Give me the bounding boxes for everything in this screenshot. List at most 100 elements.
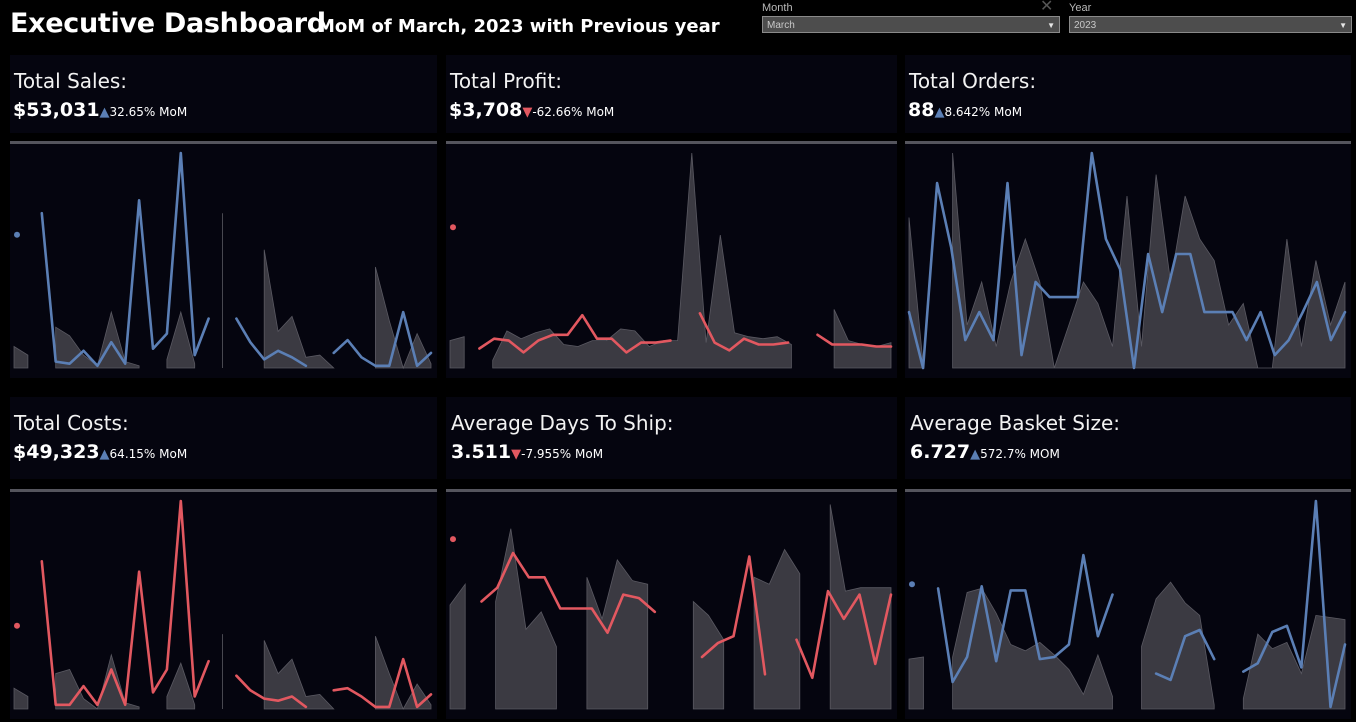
month-select[interactable]: March ▼: [762, 16, 1060, 33]
kpi-value: $49,323▲64.15% MoM: [13, 441, 187, 463]
current-year-line: [235, 317, 308, 368]
previous-year-area: [1141, 581, 1215, 710]
current-year-line: [40, 499, 210, 707]
kpi-label: Total Costs:: [14, 411, 129, 435]
kpi-total-orders: Total Orders: 88▲8.642% MoM: [905, 55, 1351, 133]
previous-year-area: [908, 656, 924, 710]
previous-year-area: [13, 687, 29, 710]
previous-year-area: [375, 636, 432, 710]
kpi-delta: 64.15% MoM: [109, 447, 188, 461]
kpi-total-costs: Total Costs: $49,323▲64.15% MoM: [10, 397, 437, 479]
current-year-line: [936, 553, 1114, 684]
current-year-line: [332, 657, 433, 709]
chart-average-basket-size: [905, 489, 1351, 719]
current-year-line: [40, 151, 210, 368]
chart-divider: [10, 141, 437, 144]
previous-year-area: [449, 336, 465, 369]
previous-year-area: [263, 640, 335, 710]
kpi-delta: -7.955% MoM: [521, 447, 604, 461]
chart-divider: [905, 489, 1351, 492]
kpi-delta: 8.642% MoM: [944, 105, 1023, 119]
year-filter[interactable]: Year 2023 ▼: [1069, 0, 1352, 33]
previous-year-area: [449, 582, 466, 710]
kpi-value: $3,708▼-62.66% MoM: [449, 99, 614, 121]
previous-year-area: [753, 548, 801, 710]
previous-year-area: [495, 528, 557, 710]
year-select-value: 2023: [1074, 20, 1097, 31]
year-select[interactable]: 2023 ▼: [1069, 16, 1352, 33]
kpi-number: 6.727: [910, 441, 971, 463]
previous-year-area: [375, 266, 432, 370]
kpi-number: $53,031: [13, 99, 100, 121]
kpi-number: 3.511: [451, 441, 512, 463]
current-year-line: [907, 151, 1347, 370]
kpi-delta: -62.66% MoM: [532, 105, 615, 119]
chevron-down-icon[interactable]: ▼: [1047, 21, 1055, 30]
previous-year-area: [833, 309, 892, 369]
year-filter-label: Year: [1069, 2, 1092, 14]
chevron-down-icon[interactable]: ▼: [1339, 21, 1347, 30]
kpi-label: Total Orders:: [909, 69, 1037, 93]
current-year-line: [698, 312, 790, 352]
chart-average-days-to-ship: [446, 489, 897, 719]
previous-year-area: [586, 558, 649, 710]
current-year-line: [480, 551, 657, 634]
current-year-line: [235, 674, 308, 709]
previous-year-area: [829, 504, 892, 710]
triangle-down-icon: ▼: [522, 105, 533, 120]
orders-sparkline-svg: [907, 151, 1347, 370]
month-select-value: March: [767, 20, 795, 31]
kpi-value: $53,031▲32.65% MoM: [13, 99, 187, 121]
current-year-line: [700, 555, 767, 676]
kpi-label: Total Profit:: [450, 69, 562, 93]
kpi-label: Average Days To Ship:: [451, 411, 674, 435]
current-year-line: [332, 310, 433, 368]
kpi-delta: 572.7% MOM: [980, 447, 1060, 461]
current-year-line: [478, 313, 672, 354]
current-year-line: [1241, 499, 1347, 709]
kpi-total-profit: Total Profit: $3,708▼-62.66% MoM: [446, 55, 897, 133]
days-to-ship-sparkline-svg: [449, 504, 893, 710]
chart-divider: [905, 141, 1351, 144]
previous-year-area: [13, 345, 29, 369]
triangle-down-icon: ▼: [511, 447, 522, 462]
triangle-up-icon: ▲: [934, 105, 945, 120]
dashboard-subtitle: MoM of March, 2023 with Previous year: [317, 16, 720, 37]
current-year-line: [816, 333, 893, 348]
month-filter-label: Month: [762, 2, 793, 14]
current-year-line: [1154, 628, 1216, 682]
kpi-value: 88▲8.642% MoM: [908, 99, 1022, 121]
triangle-up-icon: ▲: [970, 447, 981, 462]
kpi-delta: 32.65% MoM: [109, 105, 188, 119]
kpi-number: 88: [908, 99, 935, 121]
chart-total-orders: [905, 141, 1351, 378]
kpi-number: $3,708: [449, 99, 523, 121]
chart-divider: [446, 489, 897, 492]
previous-year-area: [263, 249, 335, 369]
kpi-average-basket-size: Average Basket Size: 6.727▲572.7% MOM: [905, 397, 1351, 479]
chart-divider: [10, 489, 437, 492]
month-filter[interactable]: Month March ▼: [762, 0, 1060, 33]
triangle-up-icon: ▲: [99, 105, 110, 120]
current-year-point: [14, 231, 20, 238]
kpi-value: 3.511▼-7.955% MoM: [451, 441, 603, 463]
chart-divider: [446, 141, 897, 144]
previous-year-area: [166, 310, 196, 369]
previous-year-area: [952, 587, 1113, 710]
costs-sparkline-svg: [13, 499, 433, 710]
previous-year-area: [692, 600, 725, 710]
chart-total-costs: [10, 489, 437, 719]
sales-sparkline-svg: [13, 151, 433, 370]
current-year-point: [450, 224, 456, 231]
triangle-up-icon: ▲: [99, 447, 110, 462]
chart-total-sales: [10, 141, 437, 378]
previous-year-area: [166, 662, 196, 710]
dashboard-title: Executive Dashboard: [10, 8, 326, 39]
close-icon[interactable]: ✕: [1040, 0, 1054, 15]
kpi-label: Total Sales:: [14, 69, 128, 93]
kpi-value: 6.727▲572.7% MOM: [910, 441, 1060, 463]
profit-sparkline-svg: [449, 152, 893, 369]
current-year-point: [14, 622, 20, 629]
current-year-point: [909, 581, 915, 588]
kpi-total-sales: Total Sales: $53,031▲32.65% MoM: [10, 55, 437, 133]
